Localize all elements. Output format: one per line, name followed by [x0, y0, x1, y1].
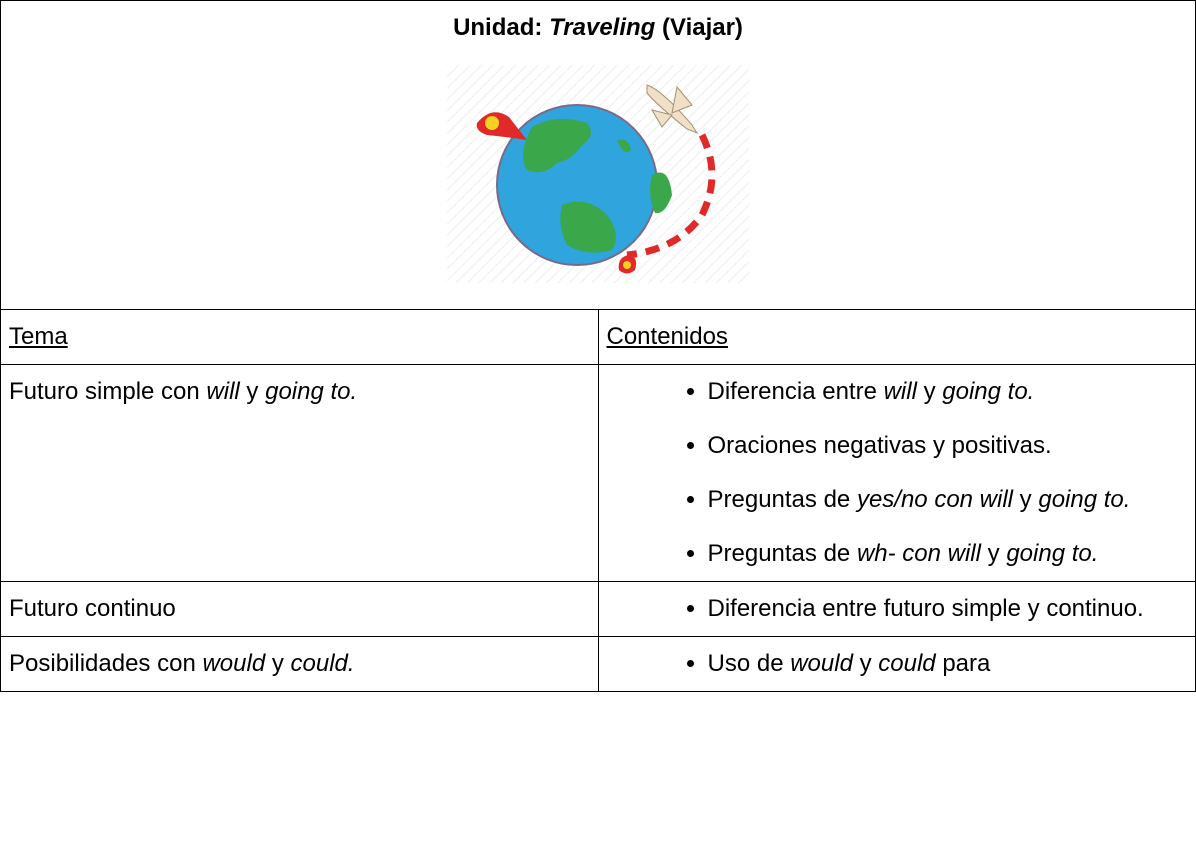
- contents-list: Uso de would y could para: [607, 637, 1188, 691]
- text-segment: Oraciones negativas y positivas.: [707, 432, 1052, 459]
- text-segment: Uso de: [707, 650, 791, 677]
- table-row: Futuro simple con will y going to.Difere…: [0, 364, 1196, 582]
- text-segment: could: [878, 650, 936, 677]
- text-segment: y: [916, 378, 943, 405]
- text-segment: will: [206, 378, 240, 405]
- contents-item: Uso de would y could para: [708, 637, 1188, 691]
- text-segment: going to.: [942, 378, 1035, 405]
- contents-cell: Diferencia entre will y going to. Oracion…: [597, 364, 1196, 582]
- text-segment: Traveling: [549, 14, 656, 41]
- column-header: Tema: [0, 309, 599, 365]
- contents-item: Diferencia entre futuro simple y continu…: [708, 582, 1188, 636]
- column-header: Contenidos: [597, 309, 1196, 365]
- contents-item: Preguntas de yes/no con will y going to.: [708, 473, 1188, 527]
- text-segment: Posibilidades con: [9, 650, 203, 677]
- text-segment: wh- con will: [856, 540, 981, 567]
- text-segment: Diferencia entre futuro simple y continu…: [707, 595, 1144, 622]
- text-segment: Unidad:: [453, 14, 550, 41]
- text-segment: y: [852, 650, 879, 677]
- contents-list: Diferencia entre futuro simple y continu…: [607, 582, 1188, 636]
- topic-cell: Futuro continuo: [0, 581, 599, 637]
- text-segment: Futuro simple con: [9, 378, 207, 405]
- text-segment: could.: [290, 650, 355, 677]
- text-segment: would: [202, 650, 266, 677]
- header-row: Unidad: Traveling (Viajar): [0, 0, 1196, 310]
- contents-item: Preguntas de wh- con will y going to.: [708, 527, 1188, 581]
- text-segment: Diferencia entre: [707, 378, 884, 405]
- text-segment: Preguntas de: [707, 540, 857, 567]
- contents-cell: Diferencia entre futuro simple y continu…: [597, 581, 1196, 637]
- contents-item: Oraciones negativas y positivas.: [708, 419, 1188, 473]
- unit-title: Unidad: Traveling (Viajar): [9, 13, 1187, 43]
- topic-cell: Futuro simple con will y going to.: [0, 364, 599, 582]
- topic-cell: Posibilidades con would y could.: [0, 636, 599, 692]
- travel-illustration: [447, 65, 749, 283]
- text-segment: yes/no con will: [856, 486, 1014, 513]
- unit-table: Unidad: Traveling (Viajar) Tema Contenid…: [0, 0, 1196, 692]
- text-segment: y: [265, 650, 291, 677]
- contents-cell: Uso de would y could para: [597, 636, 1196, 692]
- text-segment: y: [980, 540, 1007, 567]
- column-header-row: Tema Contenidos: [0, 309, 1196, 365]
- text-segment: (Viajar): [655, 14, 743, 41]
- text-segment: will: [883, 378, 917, 405]
- table-body: Unidad: Traveling (Viajar) Tema Contenid…: [0, 0, 1196, 692]
- contents-list: Diferencia entre will y going to. Oracion…: [607, 365, 1188, 581]
- text-segment: Futuro continuo: [9, 595, 176, 622]
- table-row: Futuro continuo Diferencia entre futuro s…: [0, 581, 1196, 637]
- text-segment: going to.: [265, 378, 358, 405]
- text-segment: para: [935, 650, 991, 677]
- contents-item: Diferencia entre will y going to.: [708, 365, 1188, 419]
- text-segment: going to.: [1006, 540, 1099, 567]
- text-segment: would: [790, 650, 853, 677]
- text-segment: y: [239, 378, 266, 405]
- table-row: Posibilidades con would y could. Uso de w…: [0, 636, 1196, 692]
- text-segment: going to.: [1038, 486, 1131, 513]
- header-cell: Unidad: Traveling (Viajar): [0, 0, 1196, 310]
- text-segment: Preguntas de: [707, 486, 857, 513]
- text-segment: y: [1013, 486, 1039, 513]
